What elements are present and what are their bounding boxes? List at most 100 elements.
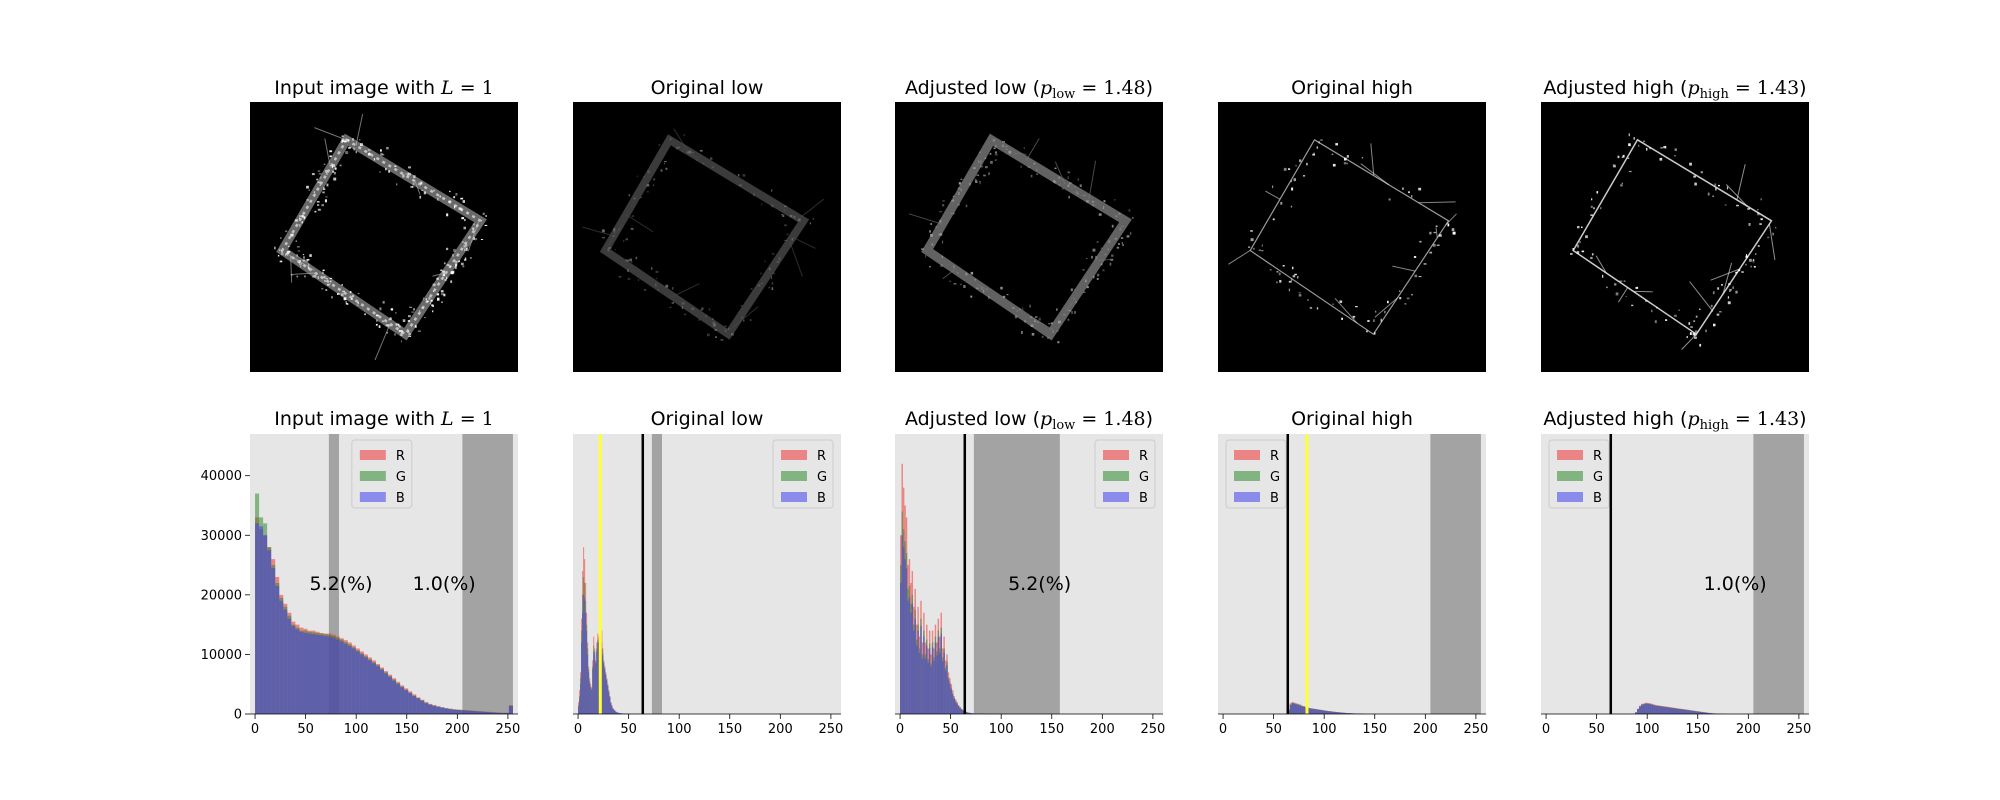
image-speckle — [687, 151, 690, 154]
histogram-bar-b — [420, 700, 425, 714]
legend: RGB — [1094, 439, 1156, 509]
histogram-bar-b — [605, 675, 607, 714]
legend-swatch-b — [1557, 492, 1583, 502]
legend-swatch-g — [1103, 471, 1129, 481]
image-speckle — [771, 204, 774, 208]
image-speckle — [1746, 254, 1748, 257]
image-speckle — [637, 279, 640, 281]
histogram-bar-b — [611, 706, 613, 714]
image-speckle — [1659, 157, 1663, 161]
image-speckle — [455, 263, 458, 267]
title-math-value: = 1 — [454, 408, 494, 430]
x-tick-label: 150 — [1039, 722, 1064, 737]
image-speckle — [812, 218, 815, 220]
histogram-bar-b — [468, 710, 473, 714]
image-speckle — [1590, 214, 1594, 216]
histogram-bar-b — [319, 635, 324, 714]
image-speckle — [429, 302, 431, 305]
image-speckle — [1674, 148, 1677, 151]
image-speckle — [960, 283, 962, 286]
image-speckle — [768, 286, 771, 289]
image-speckle — [463, 226, 466, 230]
image-speckle — [317, 208, 321, 211]
image-speckle — [450, 280, 453, 283]
image-speckle — [1645, 299, 1648, 302]
image-speckle — [984, 157, 987, 160]
image-speckle — [1057, 341, 1060, 344]
image-speckle — [1083, 291, 1086, 293]
image-speckle — [1272, 218, 1275, 221]
image-speckle — [412, 182, 415, 186]
histogram-bar-b — [1312, 709, 1315, 714]
image-speckle — [963, 285, 966, 288]
histogram-bar-b — [1330, 711, 1332, 714]
image-speckle — [761, 282, 763, 284]
histogram-bar-b — [444, 708, 449, 714]
histogram-bar-b — [295, 629, 300, 714]
image-speckle — [285, 230, 288, 233]
histogram-bar-b — [1677, 709, 1680, 714]
image-speckle — [322, 269, 325, 271]
histogram-bar-b — [1299, 705, 1302, 714]
legend-swatch-g — [359, 471, 386, 481]
histogram-bar-b — [355, 651, 360, 714]
image-speckle — [1404, 303, 1407, 305]
image-speckle — [1020, 165, 1022, 169]
image-speckle — [1298, 292, 1301, 294]
image-speckle — [958, 192, 960, 195]
image-spur — [290, 256, 293, 283]
image-speckle — [1406, 297, 1410, 300]
plot-area: 5.2(%) 1.0(%) — [255, 434, 513, 714]
image-speckle — [408, 335, 412, 337]
x-tick-label: 150 — [1685, 722, 1710, 737]
image-spur — [1374, 297, 1398, 318]
image-speckle — [433, 189, 435, 192]
image-speckle — [309, 254, 312, 257]
image-speckle — [1727, 296, 1729, 299]
image-speckle — [784, 205, 787, 208]
histogram-bar-b — [609, 697, 611, 714]
image-speckle — [781, 214, 784, 216]
histogram-bar-b — [291, 625, 296, 714]
image-speckle — [978, 160, 980, 163]
histogram-bar-b — [615, 711, 617, 714]
image-speckle — [313, 274, 317, 278]
image-speckle — [347, 139, 350, 142]
image-speckle — [432, 310, 434, 313]
title-math-symbol: L — [440, 408, 454, 430]
image-speckle — [1719, 311, 1722, 313]
image-noise-layer — [908, 138, 1134, 344]
image-speckle — [449, 190, 451, 193]
histogram-bar-b — [956, 703, 958, 714]
image-speckle — [1086, 286, 1089, 289]
histogram-bar-b — [900, 582, 902, 714]
image-speckle — [1438, 234, 1442, 237]
image-speckle — [953, 283, 957, 285]
image-speckle — [319, 184, 321, 186]
image-speckle — [614, 249, 616, 251]
image-speckle — [1747, 208, 1750, 210]
histogram-bar-b — [1655, 705, 1658, 714]
shaded-region — [462, 434, 513, 714]
image-speckle — [419, 195, 422, 199]
image-speckle — [939, 219, 942, 223]
image-speckle — [1690, 326, 1693, 328]
histogram-bar-b — [1657, 706, 1660, 714]
image-speckle — [390, 308, 394, 311]
legend-label: R — [1139, 449, 1148, 464]
image-speckle — [313, 191, 316, 193]
image-speckle — [440, 269, 443, 272]
image-speckle — [958, 182, 961, 185]
image-speckle — [1686, 336, 1688, 339]
image-speckle — [1122, 244, 1124, 246]
image-speckle — [1646, 147, 1648, 151]
image-spur — [798, 198, 825, 219]
image-speckle — [1031, 333, 1035, 336]
histogram-bar-b — [960, 709, 963, 714]
image-speckle — [1022, 307, 1024, 311]
histogram-bar-b — [323, 635, 328, 714]
histogram-bar-b — [908, 597, 911, 714]
image-spur — [673, 128, 689, 152]
image-speckle — [1741, 271, 1744, 273]
image-speckle — [1707, 192, 1710, 196]
